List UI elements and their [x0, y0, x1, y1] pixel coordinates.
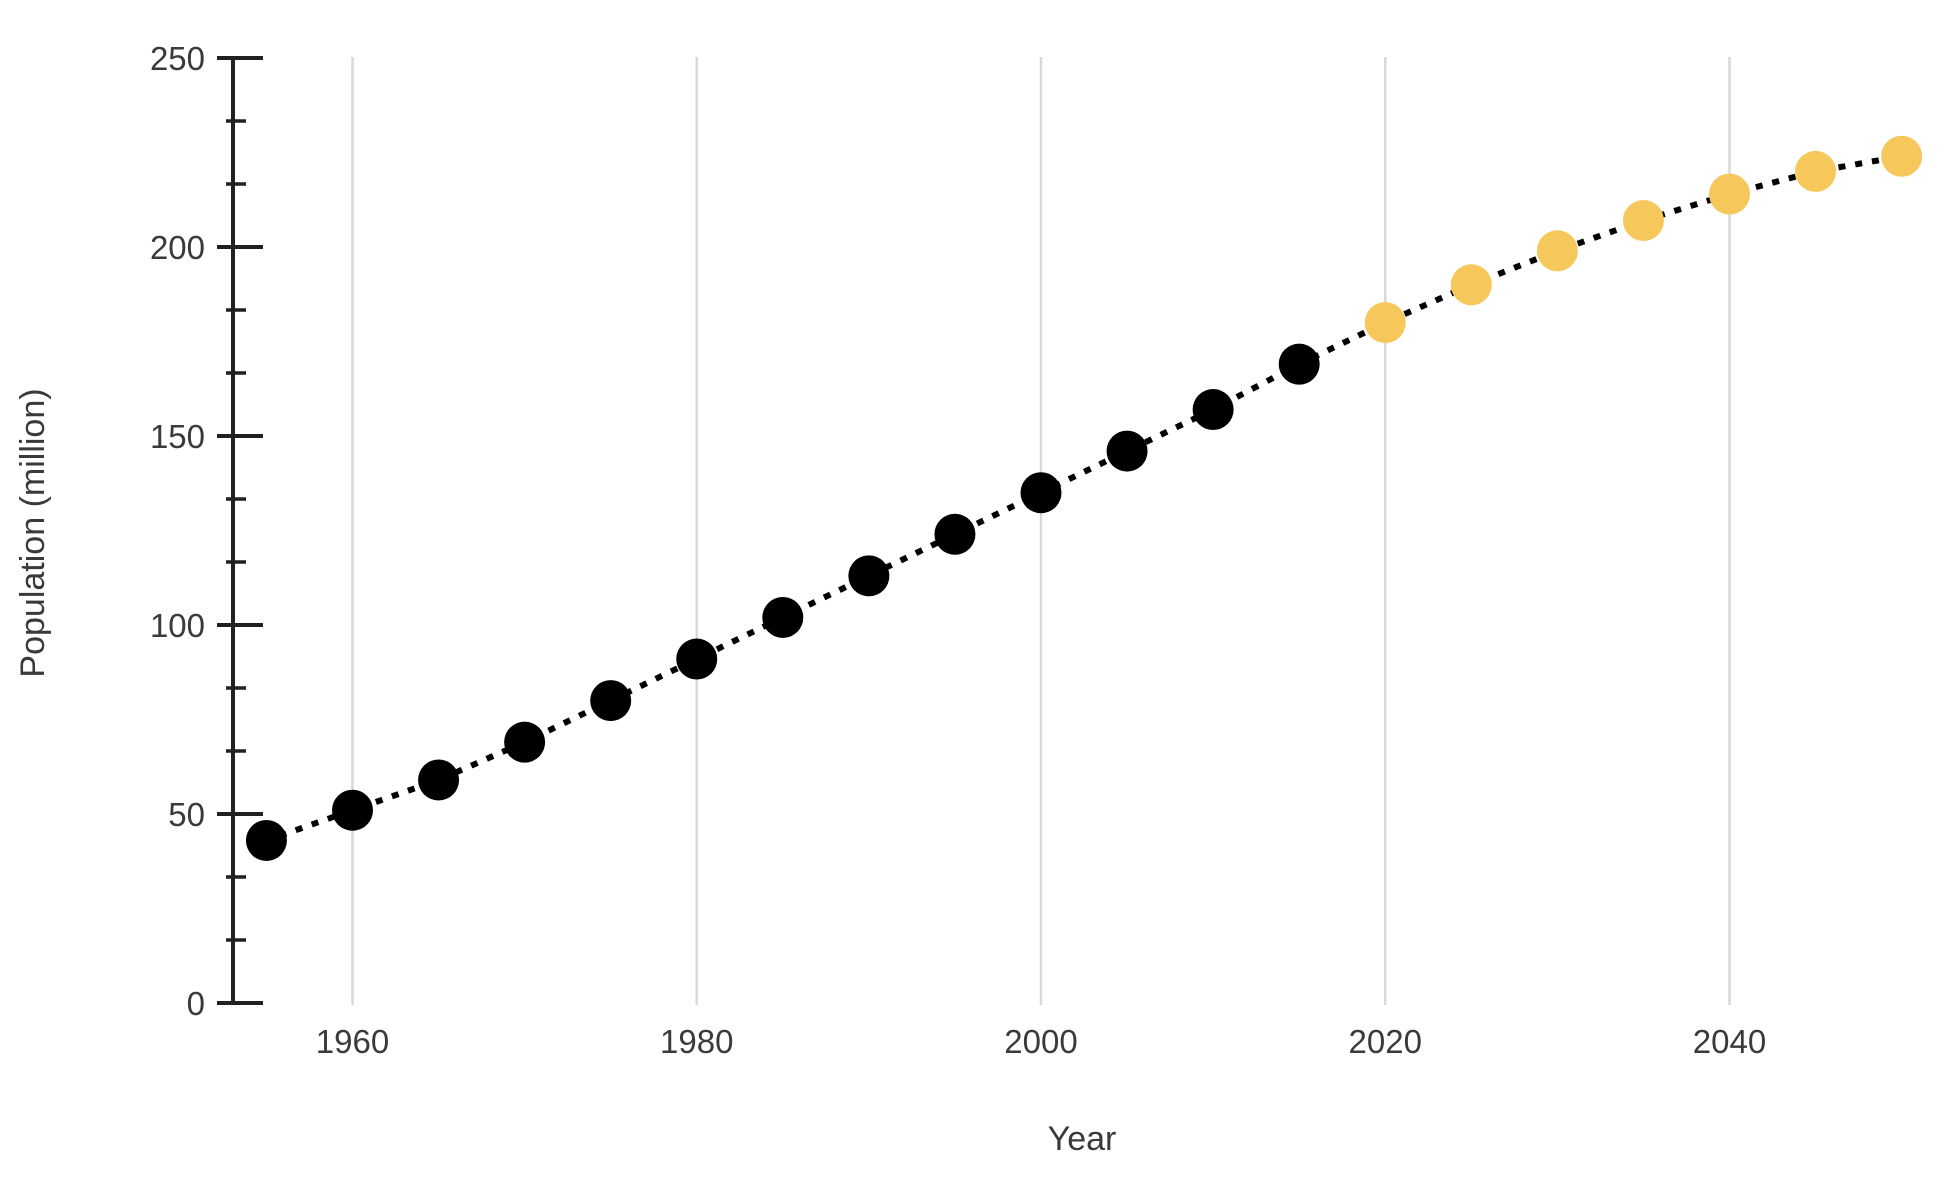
data-point-historical-1960 — [332, 789, 373, 831]
y-tick-label-200: 200 — [150, 229, 205, 266]
data-point-historical-1995 — [934, 513, 976, 555]
y-tick-label-100: 100 — [150, 607, 205, 644]
data-point-historical-2000 — [1020, 472, 1062, 514]
data-point-historical-2010 — [1192, 389, 1234, 431]
data-point-projected-2020 — [1364, 302, 1406, 344]
data-point-historical-1975 — [590, 680, 632, 722]
data-point-historical-1990 — [848, 555, 890, 597]
data-point-historical-2015 — [1278, 343, 1320, 385]
data-point-historical-1965 — [418, 759, 460, 801]
data-point-historical-1955 — [245, 819, 287, 861]
data-point-historical-1980 — [676, 638, 718, 680]
data-point-projected-2045 — [1795, 150, 1837, 192]
data-point-projected-2025 — [1450, 264, 1492, 306]
y-axis-title: Population (million) — [14, 388, 52, 677]
data-point-projected-2035 — [1622, 200, 1664, 242]
series-layer — [245, 135, 1923, 861]
data-point-projected-2030 — [1536, 230, 1578, 272]
data-point-historical-1985 — [762, 596, 804, 638]
y-tick-label-250: 250 — [150, 40, 205, 77]
data-point-projected-2040 — [1709, 173, 1750, 215]
axis-layer: 0 50 100 150 200 250 — [150, 40, 263, 1022]
x-tick-label-2040: 2040 — [1693, 1023, 1766, 1060]
x-tick-label-2020: 2020 — [1349, 1023, 1422, 1060]
y-tick-label-50: 50 — [168, 796, 205, 833]
x-tick-label-2000: 2000 — [1004, 1023, 1077, 1060]
data-point-historical-1970 — [504, 721, 546, 763]
x-tick-label-1980: 1980 — [660, 1023, 733, 1060]
data-point-projected-2050 — [1881, 135, 1923, 177]
y-tick-label-0: 0 — [187, 985, 205, 1022]
y-tick-label-150: 150 — [150, 418, 205, 455]
x-tick-label-1960: 1960 — [316, 1023, 389, 1060]
data-point-historical-2005 — [1106, 430, 1148, 472]
x-axis-title: Year — [1048, 1120, 1117, 1158]
gridline-layer: 1960 1980 2000 2020 2040 — [316, 57, 1766, 1060]
